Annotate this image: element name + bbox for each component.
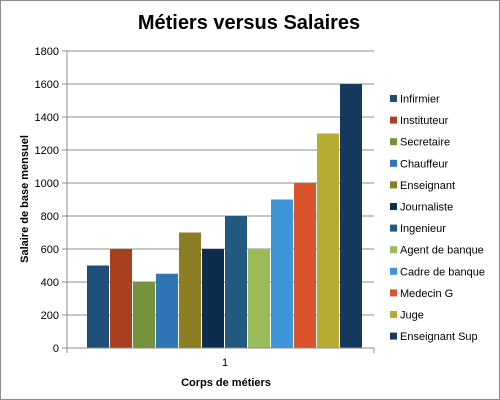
y-tick-label: 1200 <box>35 145 59 157</box>
legend-swatch <box>390 289 397 297</box>
legend-swatch <box>390 332 397 340</box>
y-tick-label: 800 <box>41 211 59 223</box>
bar-infirmier <box>87 265 109 348</box>
legend-label: Medecin G <box>400 288 453 300</box>
legend-swatch <box>390 181 397 189</box>
bar-juge <box>317 133 339 348</box>
legend-label: Ingenieur <box>400 223 446 235</box>
legend-label: Secretaire <box>400 137 450 149</box>
legend-label: Juge <box>400 310 424 322</box>
bar-medecin-g <box>294 183 316 348</box>
legend-label: Journaliste <box>400 202 453 214</box>
legend-label: Enseignant Sup <box>400 331 478 343</box>
legend-swatch <box>390 224 397 232</box>
x-tick-label: 1 <box>222 357 228 369</box>
y-tick-label: 400 <box>41 277 59 289</box>
bar-enseignant-sup <box>340 84 362 348</box>
legend-label: Enseignant <box>400 180 455 192</box>
legend-label: Infirmier <box>400 94 440 106</box>
y-tick-label: 600 <box>41 244 59 256</box>
legend-swatch <box>390 138 397 146</box>
bar-chauffeur <box>156 273 178 348</box>
legend-swatch <box>390 116 397 124</box>
bars <box>87 84 362 348</box>
legend: Infirmier Instituteur Secretaire Chauffeur E… <box>390 94 485 343</box>
legend-swatch <box>390 267 397 275</box>
bar-instituteur <box>110 249 132 348</box>
legend-label: Chauffeur <box>400 158 448 170</box>
chart-title: Métiers versus Salaires <box>138 12 360 34</box>
y-tick-label: 1800 <box>35 46 59 58</box>
bar-cadre-de-banque <box>271 199 293 348</box>
y-tick-label: 200 <box>41 310 59 322</box>
y-tick-label: 0 <box>53 343 59 355</box>
legend-label: Instituteur <box>400 115 449 127</box>
bar-journaliste <box>202 249 224 348</box>
legend-swatch <box>390 246 397 254</box>
legend-swatch <box>390 203 397 210</box>
y-tick-label: 1400 <box>35 112 59 124</box>
x-axis-title: Corps de métiers <box>181 377 271 389</box>
legend-label: Agent de banque <box>400 245 484 257</box>
legend-swatch <box>390 159 397 167</box>
y-axis-title: Salaire de base mensuel <box>19 135 31 263</box>
axes: 0 200 400 600 800 1000 1200 1400 1600 1800 1 <box>35 46 375 369</box>
bar-secretaire <box>133 282 155 348</box>
legend-swatch <box>390 95 397 102</box>
bar-agent-de-banque <box>248 249 270 348</box>
y-tick-label: 1600 <box>35 79 59 91</box>
bar-enseignant <box>179 232 201 348</box>
legend-swatch <box>390 311 397 318</box>
bar-ingenieur <box>225 216 247 348</box>
legend-label: Cadre de banque <box>400 266 485 278</box>
y-tick-label: 1000 <box>35 178 59 190</box>
